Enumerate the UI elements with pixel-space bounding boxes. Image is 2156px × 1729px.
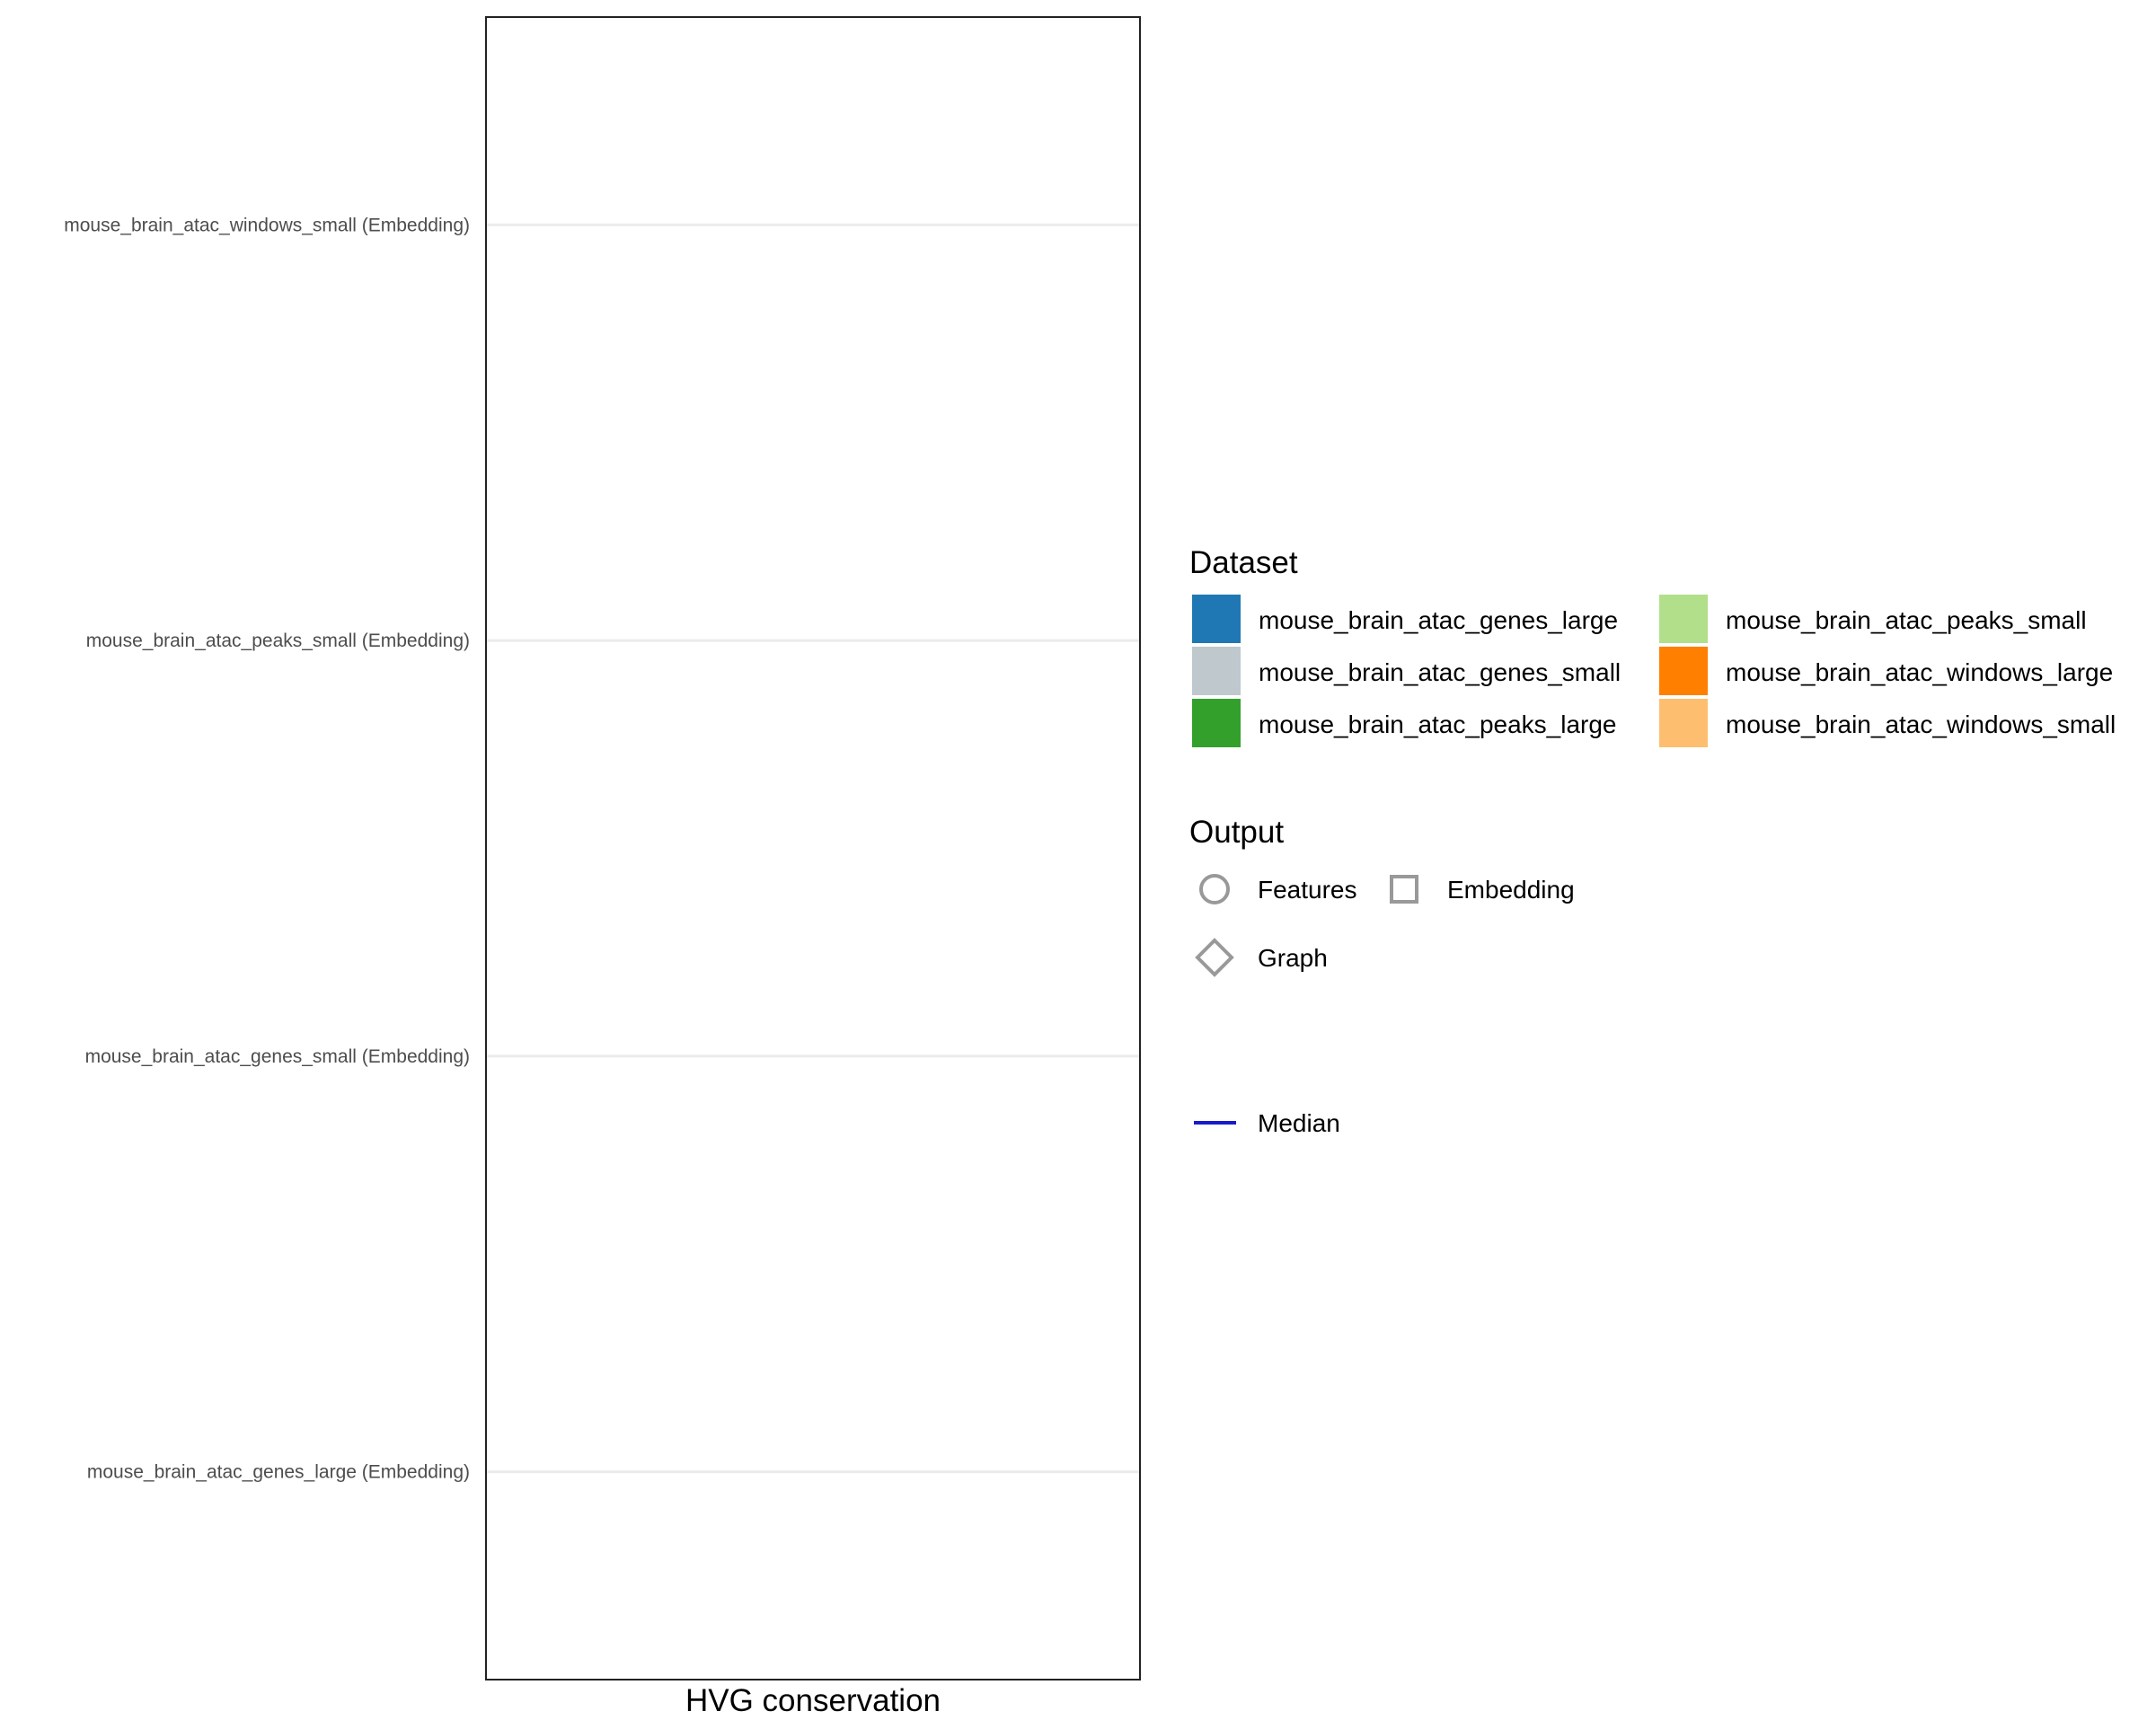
legend-shape-diamond — [1195, 938, 1234, 977]
legend-output-items: Features Embedding Graph — [1195, 874, 1575, 977]
legend-output: Output Features Embedding Graph — [1189, 815, 1575, 977]
legend-swatch — [1192, 647, 1241, 695]
plot-panel — [485, 16, 1141, 1680]
legend-swatch — [1192, 595, 1241, 643]
legend-output-title: Output — [1189, 815, 1284, 850]
legend-swatch — [1659, 699, 1708, 747]
legend-shape-circle — [1199, 874, 1230, 904]
legend-output-label: Graph — [1258, 944, 1328, 972]
y-tick-label: mouse_brain_atac_windows_small (Embeddin… — [64, 215, 470, 235]
legend-dataset-label: mouse_brain_atac_peaks_small — [1726, 606, 2087, 634]
legend-swatch — [1659, 647, 1708, 695]
legend-output-label: Features — [1258, 876, 1357, 904]
y-tick-label: mouse_brain_atac_genes_large (Embedding) — [87, 1462, 470, 1483]
legend-dataset-label: mouse_brain_atac_peaks_large — [1259, 710, 1617, 738]
legend-dataset: Dataset mouse_brain_atac_genes_largemous… — [1189, 545, 2116, 747]
legend-swatch — [1192, 699, 1241, 747]
legend-dataset-items: mouse_brain_atac_genes_large mouse_brain_… — [1192, 595, 2116, 747]
median-label: Median — [1258, 1109, 1340, 1137]
legend-output-label: Embedding — [1447, 876, 1575, 904]
legend-swatch — [1659, 595, 1708, 643]
y-tick-label: mouse_brain_atac_genes_small (Embedding) — [85, 1046, 470, 1067]
y-tick-labels: mouse_brain_atac_windows_small (Embeddin… — [64, 215, 470, 1482]
legend-dataset-label: mouse_brain_atac_genes_small — [1259, 658, 1621, 686]
x-axis-title: HVG conservation — [685, 1683, 941, 1718]
y-tick-label: mouse_brain_atac_peaks_small (Embedding) — [86, 631, 470, 651]
legend-dataset-label: mouse_brain_atac_genes_large — [1259, 606, 1618, 634]
grid-lines — [487, 223, 1139, 1474]
legend-dataset-title: Dataset — [1189, 545, 1298, 580]
legend-dataset-label: mouse_brain_atac_windows_large — [1726, 658, 2113, 686]
legend-median: Median — [1194, 1109, 1340, 1137]
legend-dataset-label: mouse_brain_atac_windows_small — [1726, 710, 2116, 738]
legend-shape-square — [1390, 875, 1418, 904]
